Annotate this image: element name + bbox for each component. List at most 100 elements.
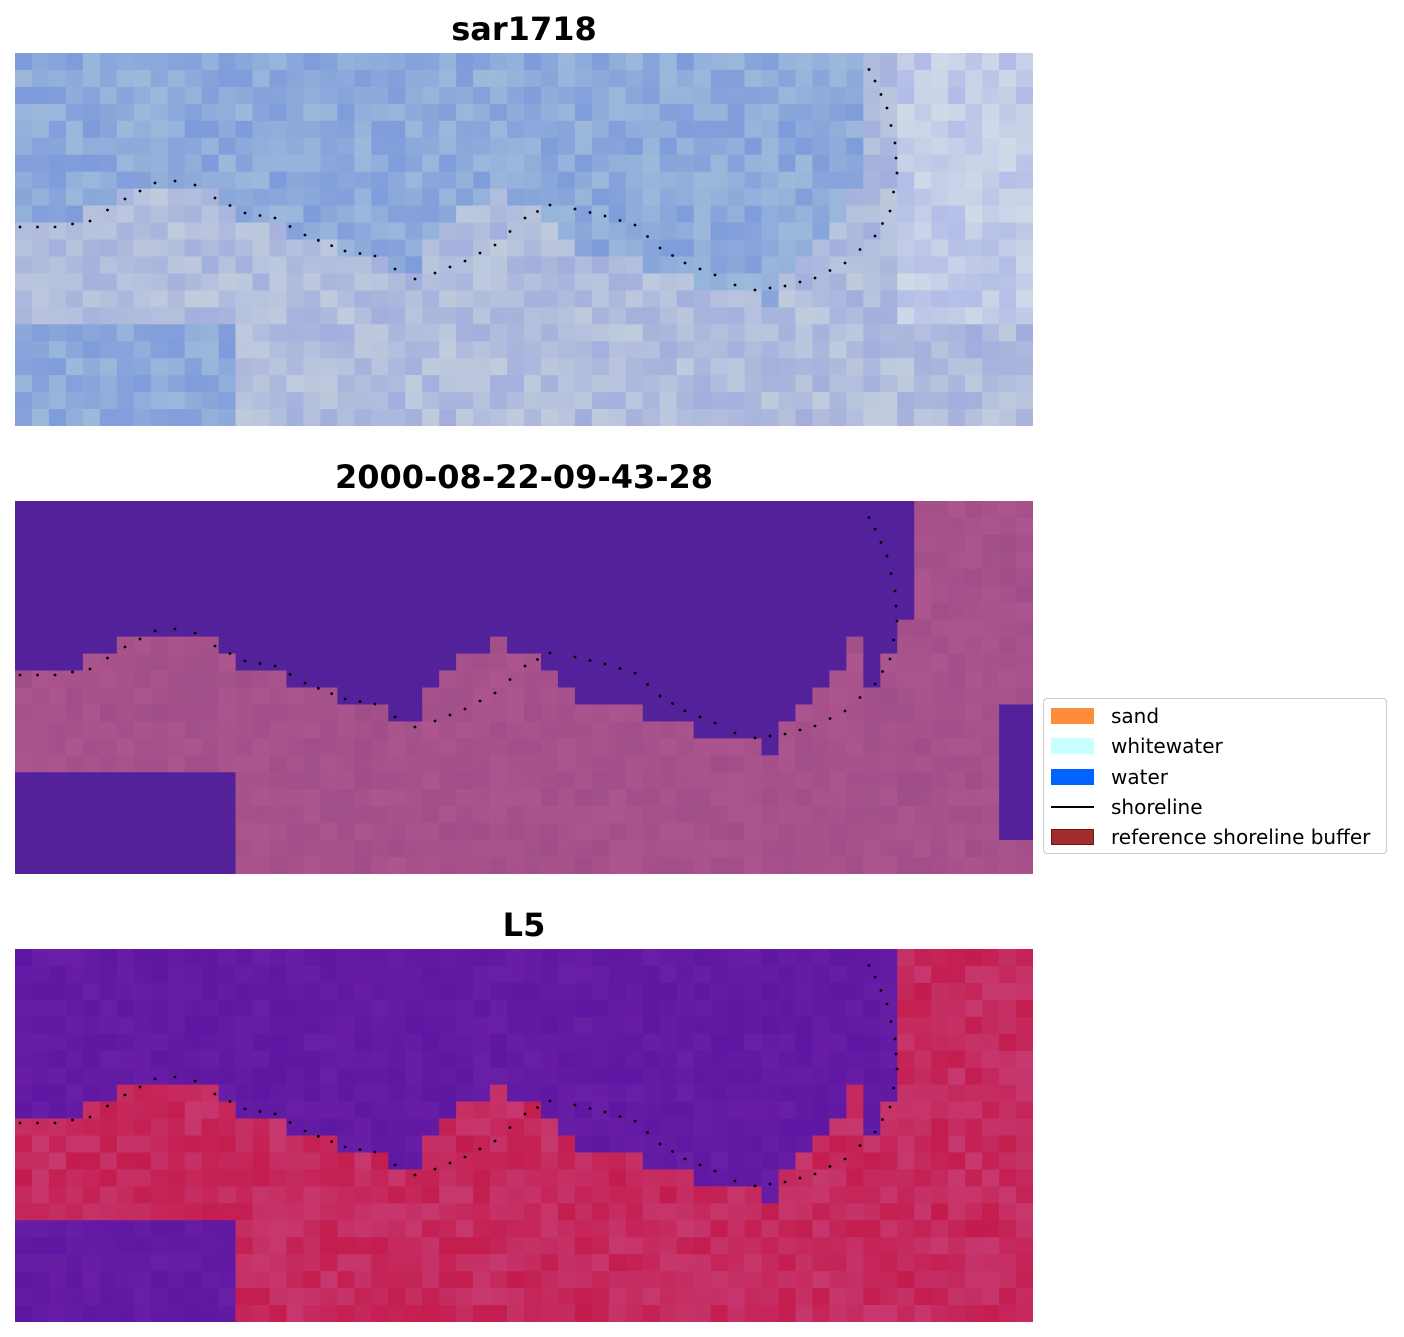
raster-pixel [269, 1050, 287, 1069]
raster-pixel [778, 290, 796, 308]
raster-pixel [99, 721, 118, 739]
raster-pixel [31, 137, 50, 156]
raster-pixel [744, 755, 762, 773]
raster-pixel [727, 1152, 745, 1170]
raster-pixel [965, 687, 983, 705]
raster-pixel [371, 857, 389, 874]
raster-pixel [965, 982, 983, 1001]
raster-pixel [439, 704, 457, 722]
raster-pixel [999, 755, 1017, 773]
raster-pixel [405, 1135, 423, 1153]
raster-pixel [965, 1237, 983, 1255]
raster-pixel [693, 1152, 711, 1170]
raster-pixel [320, 324, 338, 342]
raster-pixel [252, 806, 270, 824]
raster-pixel [65, 324, 84, 342]
raster-pixel [405, 999, 423, 1018]
raster-pixel [48, 1152, 67, 1170]
raster-pixel [897, 239, 915, 257]
raster-pixel [846, 704, 864, 722]
raster-pixel [218, 738, 236, 756]
raster-pixel [133, 341, 152, 359]
raster-pixel [591, 857, 610, 874]
raster-pixel [982, 501, 1000, 519]
shoreline-dot [358, 252, 362, 255]
raster-pixel [625, 772, 644, 790]
raster-pixel [184, 1084, 202, 1102]
raster-pixel [235, 324, 253, 342]
raster-pixel [133, 999, 152, 1018]
raster-pixel [422, 358, 440, 376]
raster-pixel [405, 392, 423, 410]
raster-pixel [727, 205, 745, 223]
raster-pixel [99, 69, 118, 88]
raster-pixel [48, 273, 67, 291]
raster-pixel [863, 965, 881, 984]
raster-pixel [116, 1135, 135, 1153]
raster-pixel [880, 1016, 898, 1035]
raster-pixel [608, 205, 627, 223]
raster-pixel [829, 1135, 847, 1153]
raster-pixel [574, 840, 593, 858]
raster-pixel [642, 1237, 661, 1255]
raster-pixel [914, 755, 932, 773]
raster-pixel [625, 982, 644, 1001]
raster-pixel [999, 290, 1017, 308]
raster-pixel [65, 1186, 84, 1204]
shoreline-dot [671, 1150, 674, 1153]
raster-pixel [218, 517, 236, 536]
raster-pixel [574, 670, 593, 688]
raster-pixel [659, 375, 678, 393]
raster-pixel [914, 1254, 932, 1272]
raster-pixel [167, 154, 186, 173]
raster-pixel [676, 619, 695, 637]
raster-pixel [286, 358, 304, 376]
raster-pixel [218, 585, 236, 604]
raster-pixel [591, 517, 610, 536]
raster-pixel [965, 137, 983, 156]
raster-pixel [422, 120, 440, 139]
raster-pixel [676, 738, 695, 756]
raster-pixel [150, 239, 169, 257]
raster-pixel [65, 1203, 84, 1221]
raster-pixel [948, 823, 966, 841]
raster-pixel [320, 772, 338, 790]
raster-pixel [829, 273, 847, 291]
raster-pixel [133, 358, 152, 376]
raster-pixel [1016, 840, 1033, 858]
raster-pixel [48, 1084, 67, 1102]
raster-pixel [625, 501, 644, 519]
raster-pixel [31, 653, 50, 671]
raster-pixel [48, 823, 67, 841]
raster-pixel [625, 154, 644, 173]
shoreline-dot [548, 1099, 552, 1103]
raster-pixel [422, 1050, 440, 1069]
raster-pixel [524, 1186, 542, 1204]
raster-pixel [625, 103, 644, 122]
raster-pixel [167, 1016, 186, 1035]
raster-pixel [846, 205, 864, 223]
raster-pixel [116, 120, 135, 139]
raster-pixel [303, 1186, 321, 1204]
raster-pixel [608, 1084, 627, 1102]
raster-pixel [812, 324, 830, 342]
raster-pixel [116, 806, 135, 824]
raster-pixel [642, 409, 661, 426]
raster-pixel [201, 86, 219, 105]
raster-pixel [931, 1050, 949, 1069]
raster-pixel [608, 1203, 627, 1221]
raster-pixel [490, 857, 508, 874]
raster-pixel [914, 789, 932, 807]
raster-pixel [167, 409, 186, 426]
raster-pixel [167, 619, 186, 637]
raster-pixel [982, 103, 1000, 122]
raster-pixel [727, 171, 745, 189]
raster-pixel [778, 1152, 796, 1170]
raster-pixel [608, 1169, 627, 1187]
raster-pixel [982, 256, 1000, 274]
raster-pixel [829, 290, 847, 308]
raster-pixel [303, 1220, 321, 1238]
raster-pixel [15, 375, 33, 393]
raster-pixel [507, 1101, 525, 1119]
raster-pixel [82, 517, 101, 536]
